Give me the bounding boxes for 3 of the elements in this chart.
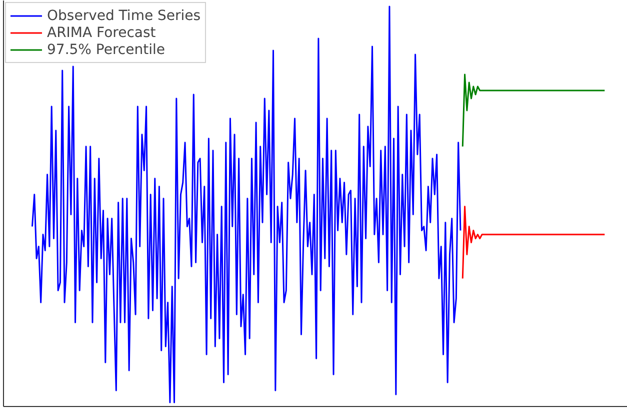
legend-label: 97.5% Percentile (47, 41, 165, 58)
legend-label: ARIMA Forecast (47, 24, 156, 41)
legend-label: Observed Time Series (47, 7, 201, 24)
